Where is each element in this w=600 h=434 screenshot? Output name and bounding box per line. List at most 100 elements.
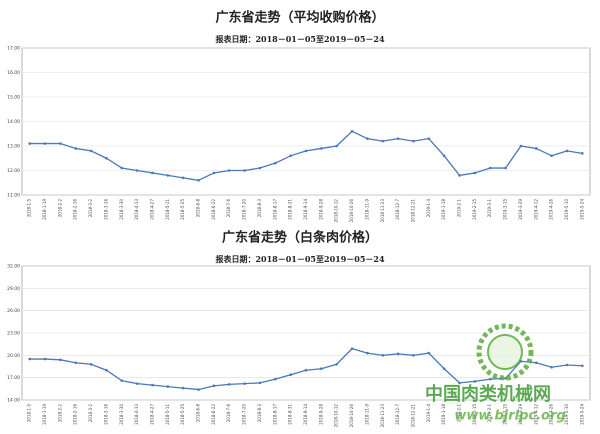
- x-tick-label: 2018-8-31: [288, 199, 293, 220]
- point: [166, 174, 170, 177]
- point: [366, 137, 369, 140]
- x-tick-label: 2018-12-7: [395, 404, 400, 425]
- x-tick-label: 2019-4-26: [549, 404, 554, 425]
- x-tick-label: 2018-12-7: [395, 199, 400, 220]
- point: [473, 380, 477, 383]
- x-tick-label: 2018-8-31: [288, 404, 293, 425]
- x-tick-label: 2018-7-20: [242, 404, 247, 425]
- point: [28, 357, 31, 361]
- x-tick-label: 2019-1-4: [426, 199, 431, 218]
- point: [105, 156, 108, 160]
- logo-center: [487, 334, 523, 370]
- y-tick-label: 23.00: [7, 331, 20, 337]
- point: [550, 154, 553, 158]
- y-tick-label: 32.00: [7, 264, 20, 270]
- point: [488, 166, 492, 170]
- point: [166, 385, 170, 388]
- chart-panel: 广东省走势（平均收购价格） 报表日期：2018－01－05至2019－05－24 1…: [7, 10, 591, 223]
- series-line: [29, 130, 583, 181]
- y-tick-label: 13.00: [7, 144, 20, 150]
- x-tick-label: 2018-6-22: [211, 199, 216, 220]
- x-tick-label: 2018-2-2: [57, 404, 62, 423]
- y-tick-label: 17.00: [7, 375, 20, 381]
- point: [227, 169, 231, 172]
- point: [381, 139, 385, 143]
- x-tick-label: 2019-2-1: [457, 199, 462, 218]
- x-tick-label: 2018-9-28: [318, 404, 323, 425]
- point: [519, 144, 523, 148]
- chart-title: 广东省走势（白条肉价格）: [222, 230, 378, 246]
- x-tick-label: 2018-8-17: [272, 404, 277, 425]
- x-tick-label: 2018-3-16: [103, 404, 108, 425]
- point: [320, 367, 323, 371]
- point: [412, 354, 415, 357]
- x-tick-label: 2019-2-15: [472, 199, 477, 220]
- chart-panel: 广东省走势（白条肉价格） 报表日期：2018－01－05至2019－05－24 14…: [7, 230, 591, 428]
- point: [197, 179, 200, 182]
- x-tick-label: 2019-3-29: [518, 199, 523, 220]
- x-tick-label: 2019-2-15: [472, 404, 477, 425]
- point: [335, 144, 339, 148]
- x-tick-label: 2018-3-30: [119, 404, 124, 425]
- point: [442, 367, 446, 371]
- y-tick-label: 26.00: [7, 308, 20, 314]
- x-tick-label: 2018-7-6: [226, 199, 231, 218]
- point: [89, 362, 93, 366]
- x-tick-label: 2018-10-12: [334, 404, 339, 428]
- x-tick-label: 2019-3-1: [487, 404, 492, 423]
- x-tick-label: 2018-4-27: [149, 404, 154, 425]
- x-tick-label: 2018-2-2: [57, 199, 62, 218]
- chart-title: 广东省走势（平均收购价格）: [215, 10, 384, 26]
- x-tick-label: 2018-10-12: [334, 199, 339, 223]
- x-tick-label: 2018-12-21: [410, 199, 415, 223]
- x-tick-label: 2019-3-15: [503, 404, 508, 425]
- chart-subtitle: 报表日期：2018－01－05至2019－05－24: [215, 34, 384, 44]
- x-tick-label: 2018-5-11: [165, 199, 170, 220]
- x-tick-label: 2018-4-13: [134, 404, 139, 425]
- watermark: 中国肉类机械网 www.bjrlpc.org: [425, 323, 566, 424]
- point: [43, 142, 47, 145]
- x-tick-label: 2018-9-14: [303, 404, 308, 425]
- point: [458, 381, 461, 385]
- y-tick-label: 17.00: [7, 46, 20, 52]
- point: [565, 363, 569, 367]
- point: [212, 171, 216, 175]
- x-tick-label: 2018-11-23: [380, 199, 385, 223]
- point: [181, 386, 185, 390]
- x-tick-label: 2018-6-22: [211, 404, 216, 425]
- x-tick-label: 2019-5-10: [564, 199, 569, 220]
- point: [59, 358, 62, 362]
- x-tick-label: 2019-3-1: [487, 199, 492, 218]
- x-tick-label: 2018-6-8: [196, 404, 201, 423]
- x-tick-label: 2018-2-16: [73, 199, 78, 220]
- x-tick-label: 2018-8-3: [257, 404, 262, 423]
- x-tick-label: 2018-10-26: [349, 199, 354, 223]
- x-tick-label: 2018-5-11: [165, 404, 170, 425]
- point: [89, 149, 93, 153]
- point: [181, 176, 185, 180]
- x-tick-label: 2018-3-2: [88, 199, 93, 218]
- y-tick-label: 14.00: [7, 398, 20, 404]
- point: [304, 149, 308, 153]
- point: [289, 373, 292, 376]
- point: [534, 147, 538, 150]
- point: [273, 161, 277, 165]
- x-tick-label: 2019-1-18: [441, 404, 446, 425]
- point: [135, 382, 139, 385]
- x-tick-label: 2019-5-24: [579, 199, 584, 220]
- x-tick-label: 2019-1-18: [441, 199, 446, 220]
- point: [120, 379, 124, 382]
- point: [504, 377, 507, 380]
- point: [458, 174, 461, 177]
- logo-gear: [476, 323, 534, 381]
- point: [304, 368, 308, 372]
- watermark-url: www.bjrlpc.org: [454, 409, 565, 424]
- point: [289, 154, 292, 158]
- x-tick-label: 2018-4-13: [134, 199, 139, 220]
- point: [59, 142, 62, 145]
- x-tick-label: 2018-4-27: [149, 199, 154, 220]
- point: [350, 347, 354, 350]
- point: [273, 377, 277, 381]
- point: [258, 381, 262, 385]
